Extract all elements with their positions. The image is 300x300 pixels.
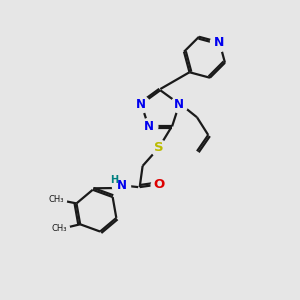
Text: N: N: [116, 179, 126, 192]
Text: CH₃: CH₃: [48, 195, 64, 204]
Text: N: N: [143, 120, 154, 133]
Text: CH₃: CH₃: [52, 224, 67, 233]
Text: S: S: [154, 141, 164, 154]
Text: N: N: [136, 98, 146, 111]
Text: N: N: [214, 36, 225, 49]
Text: H: H: [110, 175, 118, 185]
Text: O: O: [153, 178, 164, 191]
Text: N: N: [174, 98, 184, 111]
